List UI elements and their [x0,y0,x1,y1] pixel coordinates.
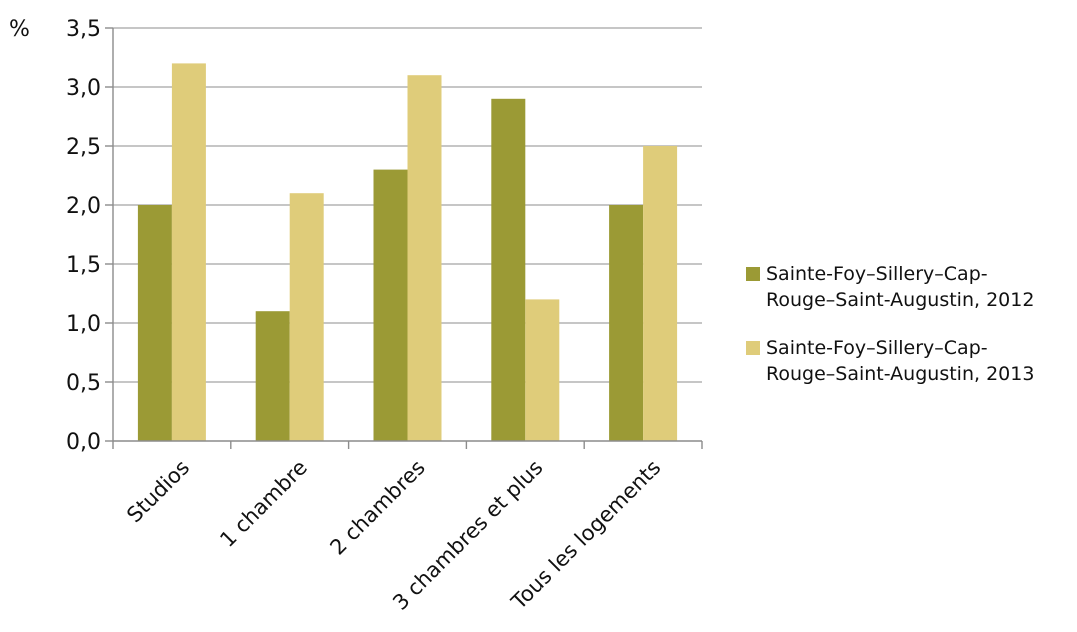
y-tick-label: 0,5 [66,371,101,396]
bars [137,63,678,442]
y-tick-label: 2,5 [66,135,101,160]
legend-label-2: Sainte-Foy–Sillery–Cap- Rouge–Saint-Augus… [766,337,1034,385]
bar-series-2 [407,75,442,441]
y-tick-label: 2,0 [66,194,101,219]
bar-series-1 [609,205,644,441]
legend-label-line: Sainte-Foy–Sillery–Cap- [766,337,988,359]
bar-series-1 [373,169,408,441]
legend-swatch-2 [746,341,760,355]
x-category-label: Studios [122,455,194,527]
axes [105,27,703,449]
y-tick-label: 3,5 [66,17,101,42]
labels: 0,0 0,5 1,0 1,5 2,0 2,5 3,0 3,5% Studios 1 chambr… [9,17,665,615]
x-category-label: 1 chambre [215,455,312,552]
bar-series-1 [137,205,172,441]
y-tick-label: 0,0 [66,430,101,455]
bar-series-2 [289,193,324,441]
legend: Sainte-Foy–Sillery–Cap- Rouge–Saint-Augus… [746,263,1034,385]
y-tick-label: 1,0 [66,312,101,337]
legend-label-line: Sainte-Foy–Sillery–Cap- [766,263,988,285]
legend-label-1: Sainte-Foy–Sillery–Cap- Rouge–Saint-Augus… [766,263,1034,311]
bar-series-2 [171,63,206,442]
bar-series-2 [643,146,678,441]
x-category-label: 2 chambres [325,455,429,559]
legend-label-line: Rouge–Saint-Augustin, 2012 [766,289,1034,311]
bar-series-1 [255,311,290,441]
legend-label-line: Rouge–Saint-Augustin, 2013 [766,363,1034,385]
bar-series-2 [525,299,560,441]
y-unit-label: % [9,17,30,42]
y-tick-label: 1,5 [66,253,101,278]
bar-series-1 [491,98,526,442]
legend-swatch-1 [746,267,760,281]
y-tick-label: 3,0 [66,76,101,101]
